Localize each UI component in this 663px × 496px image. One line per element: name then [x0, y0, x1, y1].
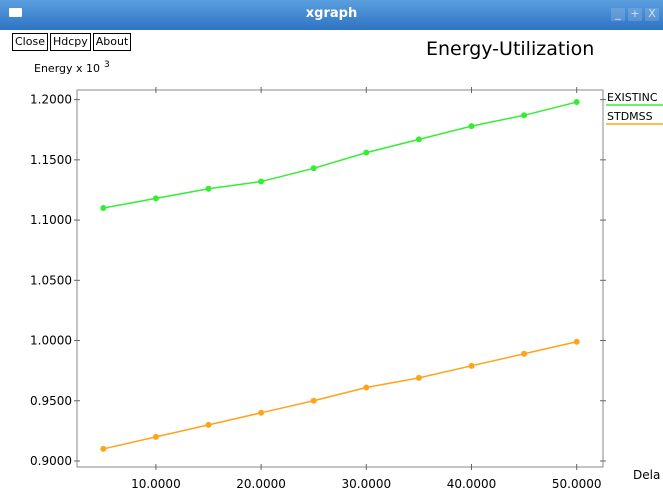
series-point [521, 350, 528, 357]
series-point [205, 421, 212, 428]
y-tick-label: 1.0000 [30, 334, 72, 348]
y-tick-label: 1.1000 [30, 213, 72, 227]
series-point [310, 397, 317, 404]
x-axis-label: Dela [633, 468, 660, 482]
series-point [363, 384, 370, 391]
series-point [205, 185, 212, 192]
series-point [521, 112, 528, 119]
x-tick-label: 30.0000 [341, 477, 391, 491]
hdcpy-button[interactable]: Hdcpy [49, 33, 91, 51]
window-titlebar[interactable]: xgraph _ + X [0, 0, 663, 30]
x-tick-label: 20.0000 [236, 477, 286, 491]
series-point [258, 409, 265, 416]
close-window-button[interactable]: X [645, 8, 659, 21]
series-point [468, 123, 475, 130]
window-title: xgraph [305, 6, 358, 21]
series-line [103, 101, 577, 209]
series-point [100, 205, 107, 212]
y-tick-label: 1.1500 [30, 153, 72, 167]
series-point [468, 362, 475, 369]
x-tick-label: 40.0000 [447, 477, 497, 491]
series-point [573, 99, 580, 106]
series-point [415, 374, 422, 381]
chart-title: Energy-Utilization [426, 38, 595, 60]
legend-entry: STDMSS [607, 110, 653, 123]
y-tick-label: 0.9000 [30, 454, 72, 468]
series-point [258, 178, 265, 185]
x-tick-label: 10.0000 [131, 477, 181, 491]
plot-frame [76, 89, 604, 468]
series-point [152, 195, 159, 202]
series-point [100, 445, 107, 452]
window-menu-icon[interactable] [9, 8, 22, 17]
series-point [152, 433, 159, 440]
x-tick-label: 50.0000 [552, 477, 602, 491]
series-point [310, 165, 317, 172]
y-tick-label: 1.2000 [30, 93, 72, 107]
y-axis-label: Energy x 10 [34, 62, 100, 75]
y-axis-label-exponent: 3 [104, 60, 110, 70]
series-line [103, 341, 577, 450]
y-tick-label: 1.0500 [30, 273, 72, 287]
toolbar: Close Hdcpy About [12, 33, 132, 51]
close-button[interactable]: Close [12, 33, 48, 51]
about-button[interactable]: About [92, 33, 132, 51]
series-point [363, 149, 370, 156]
maximize-button[interactable]: + [628, 8, 642, 21]
series-point [573, 338, 580, 345]
legend-entry: EXISTINC [607, 91, 658, 104]
window-controls: _ + X [611, 8, 659, 21]
minimize-button[interactable]: _ [611, 8, 625, 21]
y-tick-label: 0.9500 [30, 394, 72, 408]
series-point [415, 136, 422, 143]
